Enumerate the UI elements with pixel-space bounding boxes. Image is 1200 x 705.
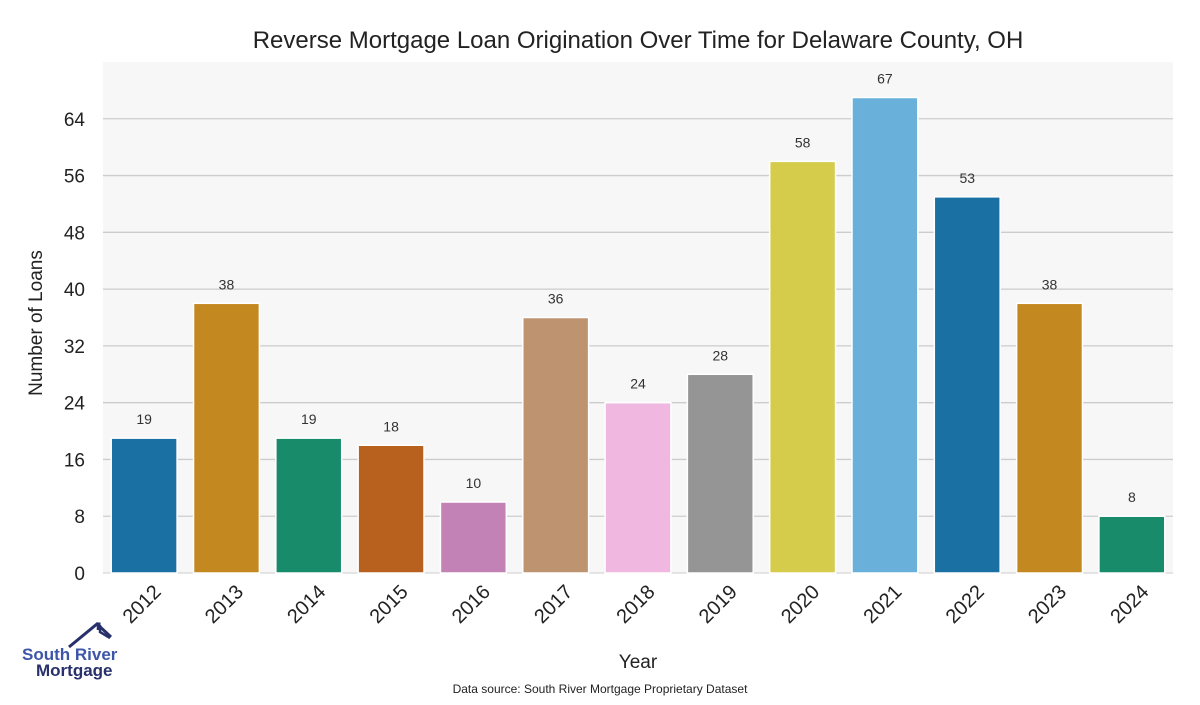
bar-2022 <box>933 196 1001 574</box>
x-tick-label: 2019 <box>695 581 742 628</box>
bar-2023 <box>1015 302 1084 574</box>
data-label-2018: 24 <box>630 376 646 392</box>
bar-2021 <box>851 96 919 574</box>
bar-2013 <box>192 302 261 574</box>
data-label-2015: 18 <box>383 418 399 434</box>
x-tick-label: 2022 <box>942 581 989 628</box>
chart-title: Reverse Mortgage Loan Origination Over T… <box>253 27 1024 54</box>
y-axis-label: Number of Loans <box>26 250 47 396</box>
bar-2020 <box>768 160 837 574</box>
bar-2024 <box>1098 515 1166 574</box>
data-label-2022: 53 <box>959 170 975 186</box>
data-label-2017: 36 <box>548 291 564 307</box>
logo-line2: Mortgage <box>36 661 113 680</box>
data-label-2016: 10 <box>466 475 482 491</box>
logo-line1: South River <box>22 645 118 664</box>
x-tick-label: 2024 <box>1106 581 1153 628</box>
data-label-2020: 58 <box>795 134 811 150</box>
data-label-2014: 19 <box>301 411 317 427</box>
x-tick-label: 2023 <box>1024 581 1071 628</box>
data-label-2021: 67 <box>877 70 893 86</box>
bar-2016 <box>439 501 508 574</box>
data-label-2024: 8 <box>1128 489 1136 505</box>
y-tick-label: 40 <box>64 280 85 301</box>
bar-2018 <box>604 401 672 574</box>
data-label-2012: 19 <box>136 411 152 427</box>
x-tick-label: 2020 <box>777 581 824 628</box>
y-tick-label: 48 <box>64 223 85 244</box>
bar-2019 <box>686 373 754 574</box>
y-tick-label: 0 <box>74 564 85 585</box>
x-tick-label: 2013 <box>201 581 248 628</box>
y-tick-label: 64 <box>64 110 86 131</box>
source-note: Data source: South River Mortgage Propri… <box>453 682 748 696</box>
y-tick-label: 16 <box>64 450 85 471</box>
x-tick-label: 2017 <box>530 581 577 628</box>
x-tick-label: 2012 <box>119 581 166 628</box>
bar-2014 <box>275 437 343 574</box>
data-label-2019: 28 <box>713 347 729 363</box>
y-tick-label: 32 <box>64 337 85 358</box>
x-tick-label: 2018 <box>613 581 660 628</box>
x-tick-label: 2014 <box>283 581 330 628</box>
y-tick-label: 56 <box>64 167 85 188</box>
x-axis-label: Year <box>619 652 658 673</box>
data-label-2023: 38 <box>1042 276 1058 292</box>
bar-2015 <box>357 444 425 574</box>
bar-2017 <box>522 316 590 574</box>
logo: South River Mortgage <box>22 622 118 680</box>
x-tick-label: 2021 <box>859 581 906 628</box>
x-tick-label: 2015 <box>366 581 413 628</box>
y-tick-label: 24 <box>64 394 86 415</box>
y-tick-label: 8 <box>74 507 85 528</box>
x-tick-label: 2016 <box>448 581 495 628</box>
bar-2012 <box>110 437 178 574</box>
data-label-2013: 38 <box>219 276 235 292</box>
